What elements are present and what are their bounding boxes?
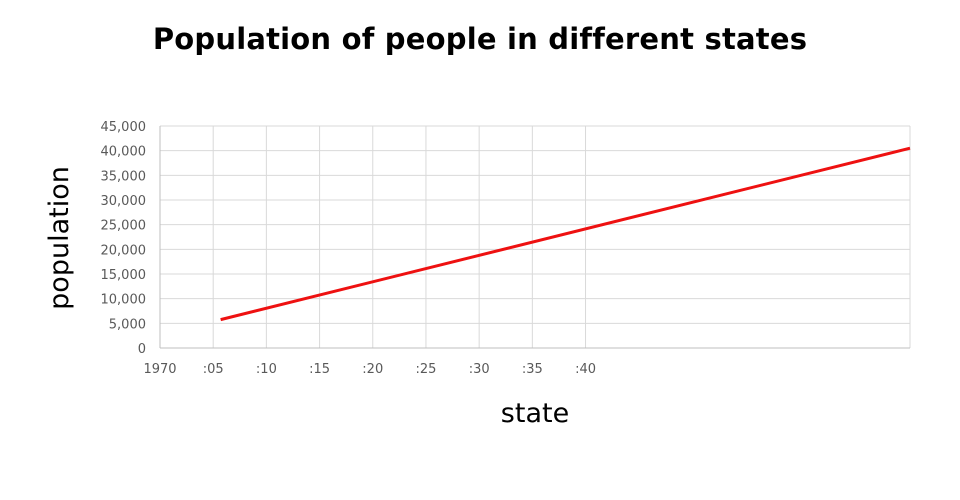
x-tick-label: :25	[415, 362, 436, 377]
x-tick-label: :20	[362, 362, 383, 377]
y-tick-label: 35,000	[101, 169, 147, 184]
y-tick-label: 45,000	[101, 120, 147, 135]
y-axis-title: population	[44, 166, 75, 310]
y-tick-label: 40,000	[101, 145, 147, 160]
series-line	[220, 146, 911, 322]
x-axis-title: state	[500, 398, 570, 429]
x-tick-labels: 1970 :05 :10 :15 :20 :25 :30 :35 :40	[143, 362, 596, 377]
x-tick-label: :40	[575, 362, 596, 377]
x-tick-label: :05	[203, 362, 224, 377]
y-tick-label: 25,000	[101, 219, 147, 234]
grid-lines	[160, 125, 911, 348]
x-tick-label: :35	[522, 362, 543, 377]
x-tick-label: :10	[256, 362, 277, 377]
y-tick-label: 15,000	[101, 268, 147, 283]
y-tick-label: 30,000	[101, 194, 147, 209]
series-lines	[220, 146, 911, 322]
chart-title: Population of people in different states	[152, 22, 808, 56]
y-tick-label: 0	[138, 342, 146, 357]
y-tick-label: 5,000	[109, 317, 146, 332]
x-tick-label: 1970	[143, 362, 176, 377]
x-tick-label: :30	[469, 362, 490, 377]
x-tick-label: :15	[309, 362, 330, 377]
y-tick-labels: 0 5,000 10,000 15,000 20,000 25,000 30,000 35,0…	[101, 120, 147, 357]
axes	[159, 126, 910, 349]
y-tick-label: 10,000	[101, 293, 147, 308]
y-tick-label: 20,000	[101, 243, 147, 258]
